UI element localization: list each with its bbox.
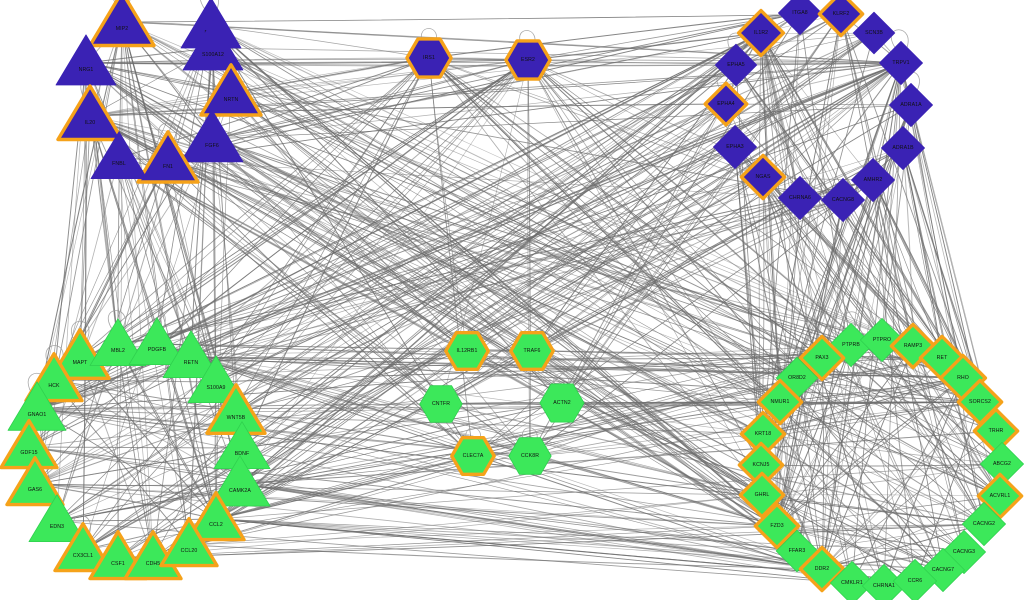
graph-node-ccl20[interactable]: CCL20	[157, 513, 221, 577]
graph-node-cntfr[interactable]: CNTFR	[414, 377, 468, 431]
graph-node-il12rb1[interactable]: IL12RB1	[440, 324, 494, 378]
graph-node-esr2[interactable]: ESR2	[500, 32, 556, 88]
graph-node-actn2[interactable]: ACTN2	[534, 375, 590, 431]
graph-node-irs1[interactable]: IRS1	[401, 30, 457, 86]
graph-node-cacng8[interactable]: CACNG8	[812, 169, 874, 231]
graph-node-traf6[interactable]: TRAF6	[505, 324, 559, 378]
graph-node-fnbl[interactable]: FNBL	[87, 126, 151, 190]
graph-node-clec7a[interactable]: CLEC7A	[446, 429, 500, 483]
graph-node-ccr6[interactable]: CCR6	[884, 550, 946, 600]
graph-node-cck8r[interactable]: CCK8R	[503, 429, 557, 483]
